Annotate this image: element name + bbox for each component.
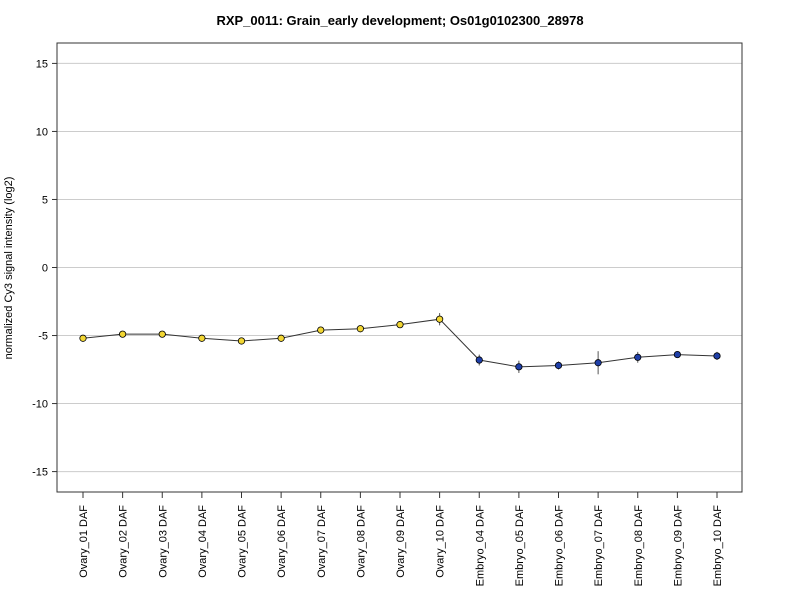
data-point: [396, 321, 404, 329]
data-point: [356, 325, 364, 333]
x-tick-label: Ovary_03 DAF: [157, 505, 169, 578]
data-point: [277, 334, 285, 342]
grid-layer: [57, 62, 742, 473]
x-tick-label: Ovary_10 DAF: [435, 505, 447, 578]
y-tick-label: -10: [32, 399, 48, 411]
data-point: [119, 330, 127, 338]
x-tick-label: Embryo_08 DAF: [633, 505, 645, 587]
x-tick-label: Ovary_08 DAF: [355, 505, 367, 578]
data-point: [594, 359, 602, 367]
chart-title: RXP_0011: Grain_early development; Os01g…: [216, 13, 584, 28]
data-point: [237, 337, 246, 345]
data-point: [436, 315, 444, 323]
data-point: [515, 363, 523, 371]
x-tick-label: Ovary_06 DAF: [276, 505, 288, 578]
y-tick-label: 15: [36, 58, 48, 70]
y-tick-label: -5: [38, 331, 48, 343]
x-tick-label: Embryo_09 DAF: [672, 505, 684, 587]
y-axis: -15 -10 -5 0 5 10 15: [32, 58, 57, 479]
y-axis-label: normalized Cy3 signal intensity (log2): [3, 177, 15, 360]
x-tick-label: Ovary_01 DAF: [78, 505, 90, 578]
data-point: [158, 330, 166, 338]
x-tick-label: Embryo_04 DAF: [474, 505, 486, 587]
x-tick-label: Ovary_07 DAF: [316, 505, 328, 578]
x-tick-label: Ovary_04 DAF: [197, 505, 209, 578]
data-point: [198, 334, 206, 342]
y-tick-label: 10: [36, 126, 48, 138]
x-tick-label: Ovary_09 DAF: [395, 505, 407, 578]
x-tick-label: Embryo_06 DAF: [554, 505, 566, 587]
data-point: [713, 352, 721, 360]
x-tick-label: Embryo_07 DAF: [593, 505, 605, 587]
data-point: [79, 334, 87, 342]
y-tick-label: 0: [42, 263, 48, 275]
x-tick-label: Ovary_05 DAF: [237, 505, 249, 578]
x-tick-label: Embryo_10 DAF: [712, 505, 724, 587]
data-point: [673, 350, 681, 359]
x-tick-label: Ovary_02 DAF: [118, 505, 130, 578]
y-tick-label: -15: [32, 467, 48, 479]
x-axis: Ovary_01 DAF Ovary_02 DAF Ovary_03 DAF Ovar…: [78, 492, 724, 586]
data-point: [475, 356, 483, 364]
series-layer: [79, 313, 721, 375]
data-point: [634, 353, 642, 361]
data-point: [554, 361, 563, 370]
x-tick-label: Embryo_05 DAF: [514, 505, 526, 587]
y-tick-label: 5: [42, 194, 48, 206]
data-point: [317, 326, 325, 334]
